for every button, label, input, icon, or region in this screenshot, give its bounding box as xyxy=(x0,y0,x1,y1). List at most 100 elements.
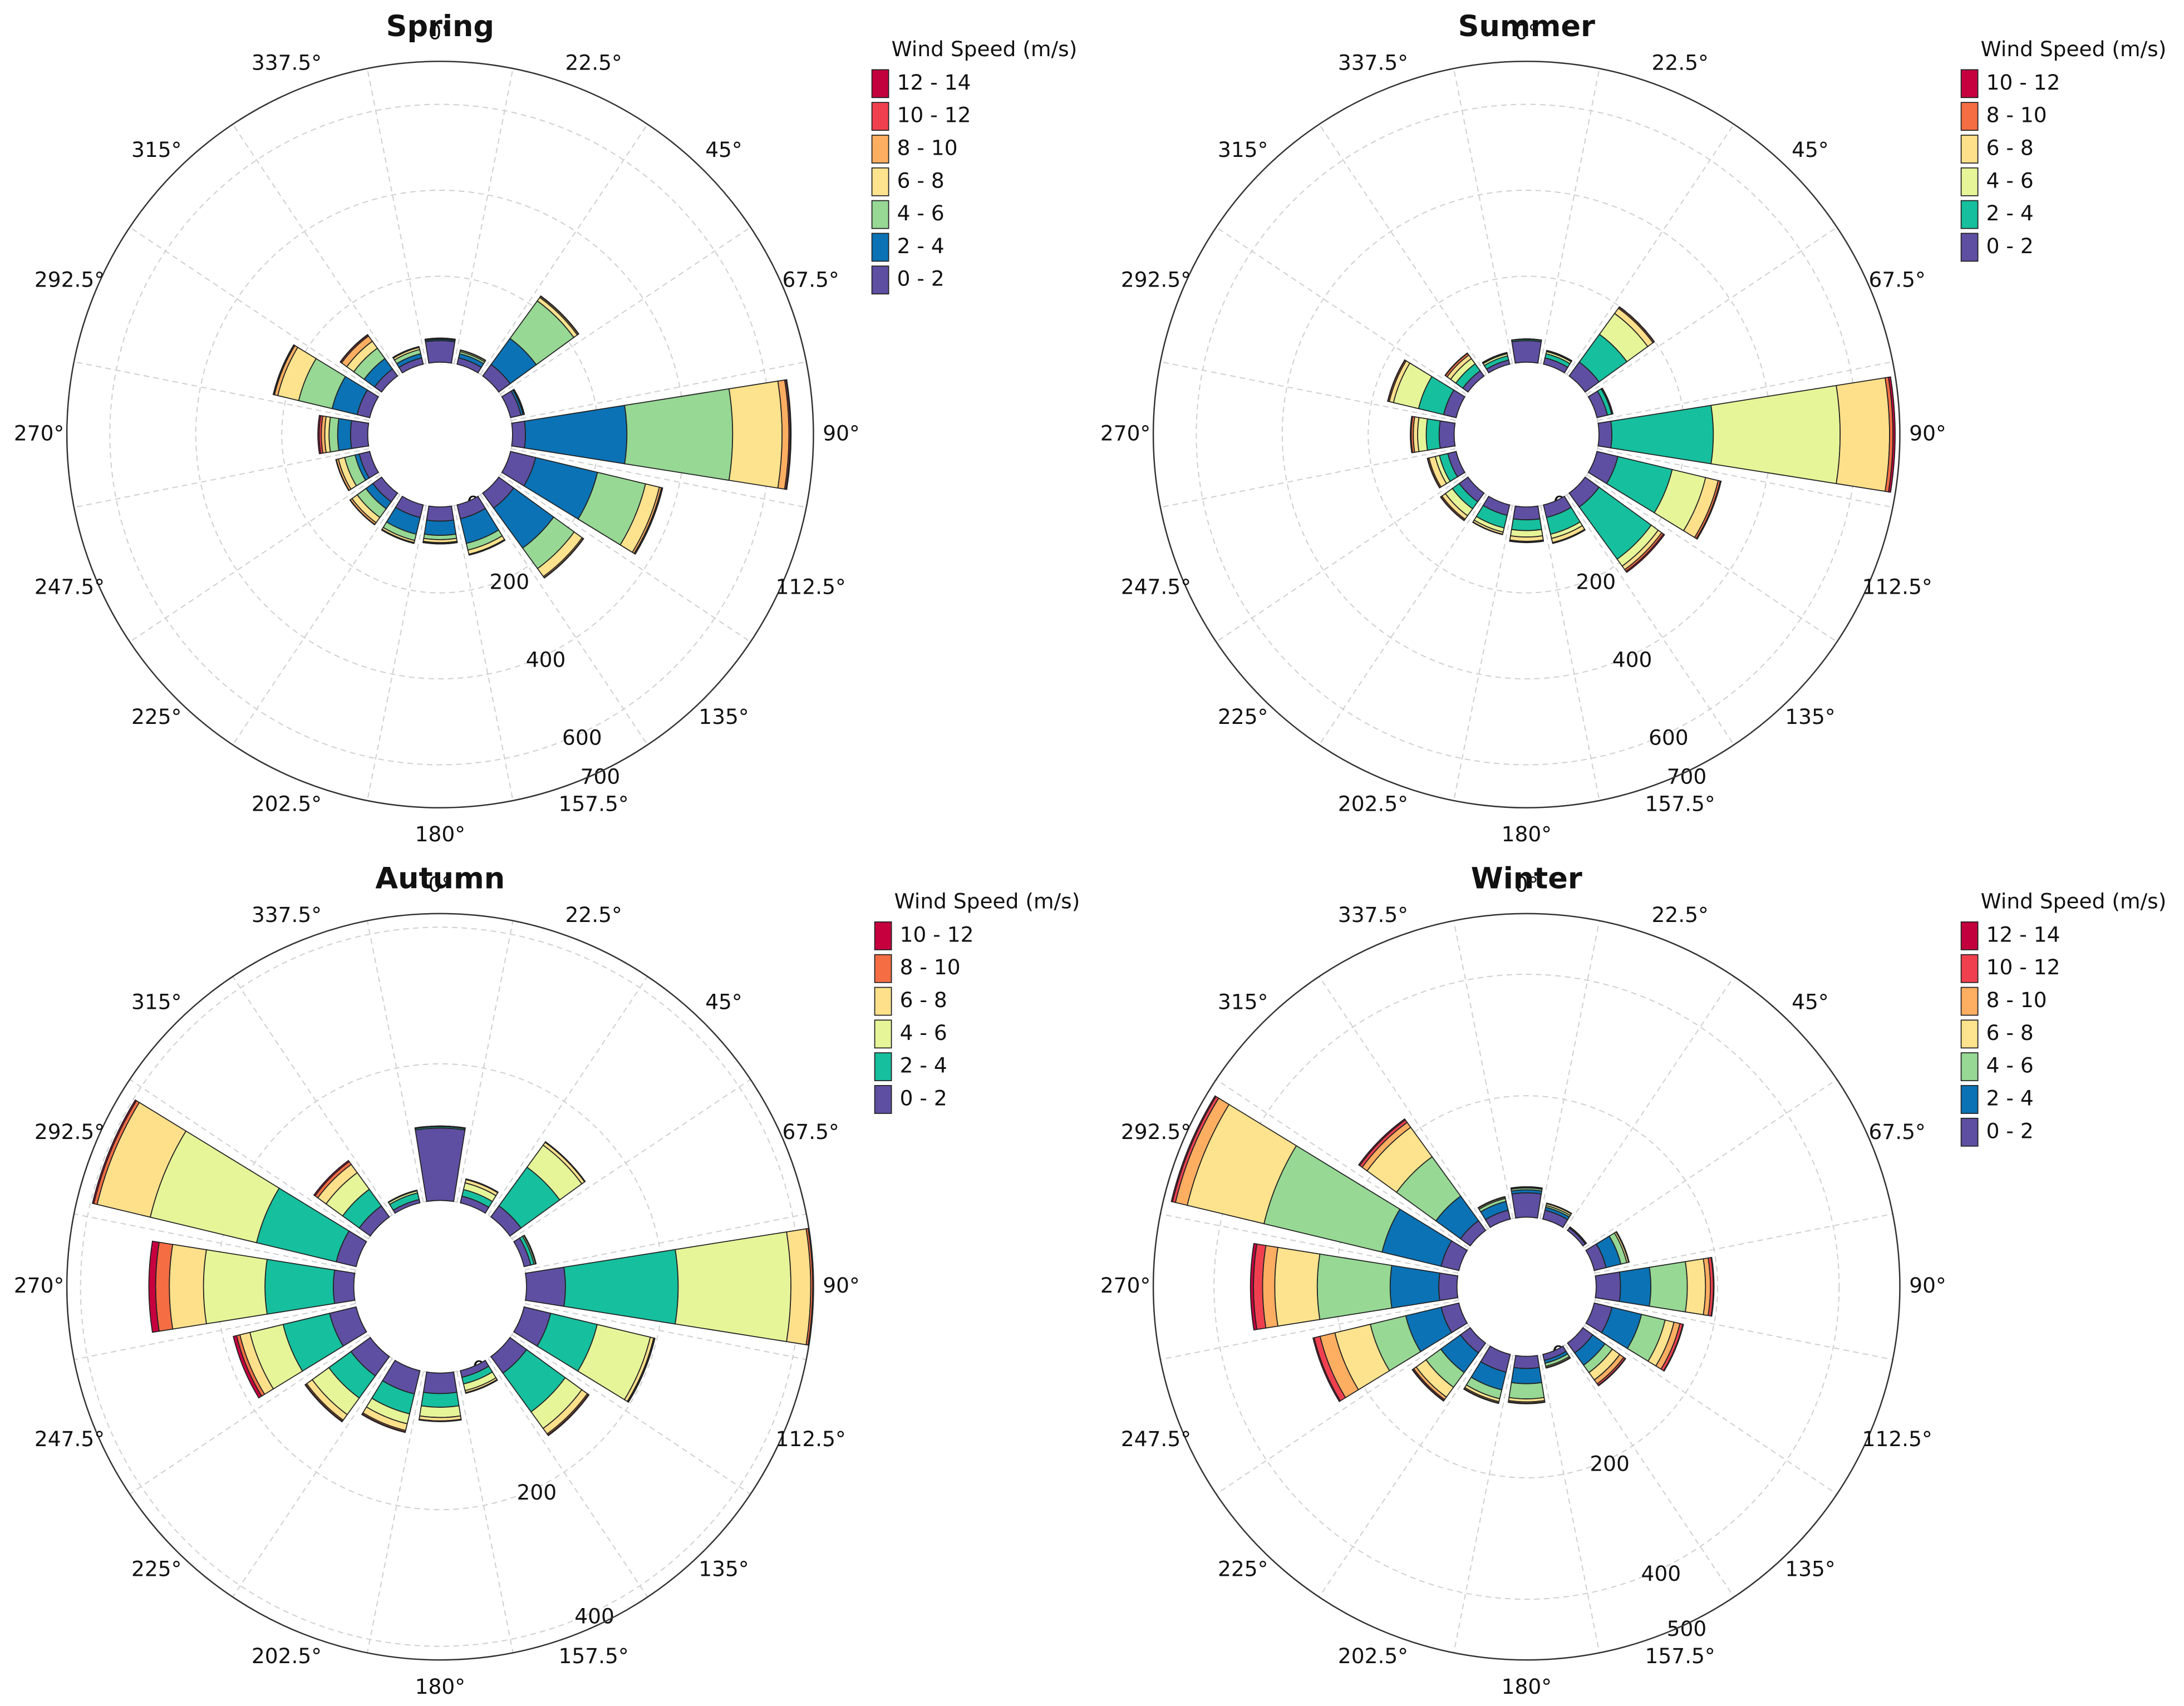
grid-ring xyxy=(353,1200,527,1374)
direction-label: 112.5° xyxy=(1862,574,1932,599)
grid-ring xyxy=(367,361,513,508)
wedge xyxy=(1546,349,1572,362)
chart-title: Winter xyxy=(1471,861,1582,895)
r-tick-label: 200 xyxy=(1576,569,1616,594)
wedge xyxy=(1511,338,1542,341)
wedge xyxy=(1513,1355,1540,1369)
r-tick-label: 600 xyxy=(562,725,602,750)
direction-label: 112.5° xyxy=(1862,1427,1932,1451)
direction-label: 270° xyxy=(14,1273,64,1298)
legend-swatch xyxy=(1960,200,1979,229)
wedge xyxy=(1250,1242,1258,1331)
wedge xyxy=(381,529,415,544)
direction-label: 112.5° xyxy=(776,1427,846,1451)
r-tick-label: 400 xyxy=(574,1604,614,1629)
direction-label: 157.5° xyxy=(1645,1644,1715,1668)
legend-swatch xyxy=(871,265,889,295)
wedge xyxy=(1511,1367,1543,1384)
direction-label: 0° xyxy=(428,872,452,896)
direction-label: 202.5° xyxy=(252,791,322,816)
wedge xyxy=(1512,505,1541,521)
grid-spoke xyxy=(1566,124,1735,375)
grid-spoke xyxy=(1160,361,1456,421)
grid-spoke xyxy=(454,505,514,801)
wedge xyxy=(1389,1265,1440,1309)
legend-label: 10 - 12 xyxy=(1986,955,2060,979)
wedge xyxy=(328,416,340,453)
wedge xyxy=(1463,1388,1499,1404)
legend-swatch xyxy=(1960,954,1979,983)
grid-spoke xyxy=(1319,1344,1489,1597)
grid-spoke xyxy=(1565,976,1735,1230)
legend-swatch xyxy=(1960,167,1979,196)
grid-ring xyxy=(1213,973,1840,1600)
wedge xyxy=(1482,352,1507,363)
legend-swatch xyxy=(874,987,892,1016)
wedge xyxy=(1567,1227,1586,1247)
wedge xyxy=(1511,1186,1543,1189)
direction-label: 90° xyxy=(823,1273,860,1298)
wedge xyxy=(1602,388,1614,414)
legend-swatch xyxy=(1960,233,1979,262)
direction-label: 202.5° xyxy=(1338,791,1408,816)
wedge xyxy=(1836,377,1890,492)
wedge xyxy=(272,344,295,396)
legend-swatch xyxy=(1960,1052,1979,1082)
grid-spoke xyxy=(129,474,381,643)
direction-label: 135° xyxy=(699,1557,749,1581)
wedge xyxy=(1509,529,1543,538)
grid-ring xyxy=(1453,361,1600,508)
legend-swatch xyxy=(871,102,889,131)
direction-label: 225° xyxy=(131,704,181,729)
legend-label: 4 - 6 xyxy=(1986,168,2034,193)
direction-label: 112.5° xyxy=(776,574,846,599)
legend-label: 8 - 10 xyxy=(1986,103,2047,127)
r-tick-label: 200 xyxy=(1590,1451,1630,1476)
grid-spoke xyxy=(1539,1355,1600,1653)
wedge xyxy=(808,1227,814,1346)
grid-spoke xyxy=(1595,1213,1893,1274)
direction-label: 247.5° xyxy=(1121,574,1191,599)
wedge xyxy=(313,1160,350,1197)
wind-rose: 02004000°22.5°45°67.5°90°112.5°135°157.5… xyxy=(14,861,1080,1698)
legend-label: 10 - 12 xyxy=(1986,70,2060,95)
direction-label: 157.5° xyxy=(559,791,629,816)
wedge xyxy=(785,379,792,490)
wedge xyxy=(203,1249,268,1325)
r-tick-label: 400 xyxy=(1612,647,1652,672)
wedge xyxy=(1410,416,1413,453)
legend-label: 6 - 8 xyxy=(1986,135,2034,160)
wedge xyxy=(1509,540,1544,544)
legend-label: 8 - 10 xyxy=(1986,988,2047,1012)
r-tick-label: 200 xyxy=(517,1480,557,1505)
grid-spoke xyxy=(129,1334,369,1495)
grid-spoke xyxy=(1319,494,1487,746)
direction-label: 157.5° xyxy=(1645,791,1715,816)
direction-label: 67.5° xyxy=(783,268,839,292)
direction-label: 315° xyxy=(1218,137,1268,162)
grid-spoke xyxy=(511,1334,751,1495)
grid-spoke xyxy=(232,1358,393,1597)
wedge xyxy=(525,1266,566,1307)
direction-label: 90° xyxy=(1909,421,1946,445)
wedge xyxy=(675,1231,791,1343)
legend-label: 4 - 6 xyxy=(1986,1053,2034,1078)
wedge xyxy=(424,519,457,536)
direction-label: 292.5° xyxy=(35,268,105,292)
wedge xyxy=(339,334,368,363)
direction-label: 0° xyxy=(428,20,452,45)
wedge xyxy=(1610,405,1714,465)
wedge xyxy=(511,420,526,448)
grid-spoke xyxy=(73,361,370,421)
grid-spoke xyxy=(129,1079,369,1240)
direction-label: 180° xyxy=(415,822,465,846)
wedge xyxy=(524,405,628,465)
grid-spoke xyxy=(1597,361,1893,421)
legend-title: Wind Speed (m/s) xyxy=(892,37,1078,61)
wedge xyxy=(1444,352,1469,377)
wedge xyxy=(425,340,456,364)
legend-label: 0 - 2 xyxy=(1986,234,2034,258)
frame xyxy=(1152,913,1901,1661)
legend-label: 8 - 10 xyxy=(900,955,961,979)
